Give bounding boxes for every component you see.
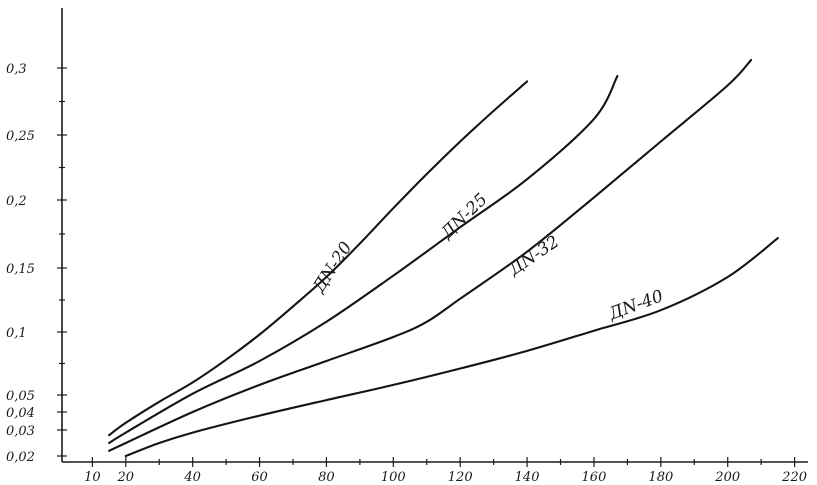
series-line-dn-40 — [124, 237, 779, 458]
x-axis-ticks: 10 20 40 60 80 100 120 140 160 180 200 220 — [84, 457, 807, 485]
y-tick-label: 0,25 — [6, 129, 35, 144]
x-tick-label: 140 — [515, 470, 540, 485]
x-tick-label: 220 — [781, 470, 807, 485]
y-tick-label: 0,3 — [6, 62, 27, 77]
y-tick-label: 0,05 — [6, 389, 35, 404]
x-tick-label: 200 — [714, 470, 740, 485]
x-tick-label: 60 — [251, 470, 268, 485]
x-tick-label: 120 — [448, 470, 473, 485]
series-label-dn-20: ДN-20 — [309, 238, 357, 297]
x-tick-label: 40 — [183, 470, 201, 485]
series-label-dn-25: ДN-25 — [437, 190, 492, 244]
x-tick-label: 80 — [318, 470, 335, 485]
series-line-dn-25 — [108, 74, 619, 445]
y-axis-ticks: 0,02 0,03 0,04 0,05 0,1 0,15 0,2 0,25 0,3 — [6, 62, 67, 465]
x-tick-label: 160 — [582, 470, 607, 485]
y-tick-label: 0,04 — [6, 406, 35, 421]
y-tick-label: 0,03 — [6, 424, 35, 439]
axes — [61, 8, 808, 463]
y-tick-label: 0,02 — [6, 450, 35, 465]
series-line-dn-20 — [108, 80, 529, 437]
x-tick-label: 10 — [84, 470, 101, 485]
x-tick-label: 100 — [381, 470, 406, 485]
y-tick-label: 0,1 — [6, 326, 27, 341]
y-tick-label: 0,15 — [6, 262, 35, 277]
series-label-dn-32: ДN-32 — [505, 232, 564, 280]
x-tick-label: 20 — [117, 470, 135, 485]
y-tick-label: 0,2 — [6, 194, 27, 209]
series-curves — [108, 58, 779, 458]
series-line-dn-32 — [108, 58, 753, 452]
x-tick-label: 180 — [648, 470, 673, 485]
